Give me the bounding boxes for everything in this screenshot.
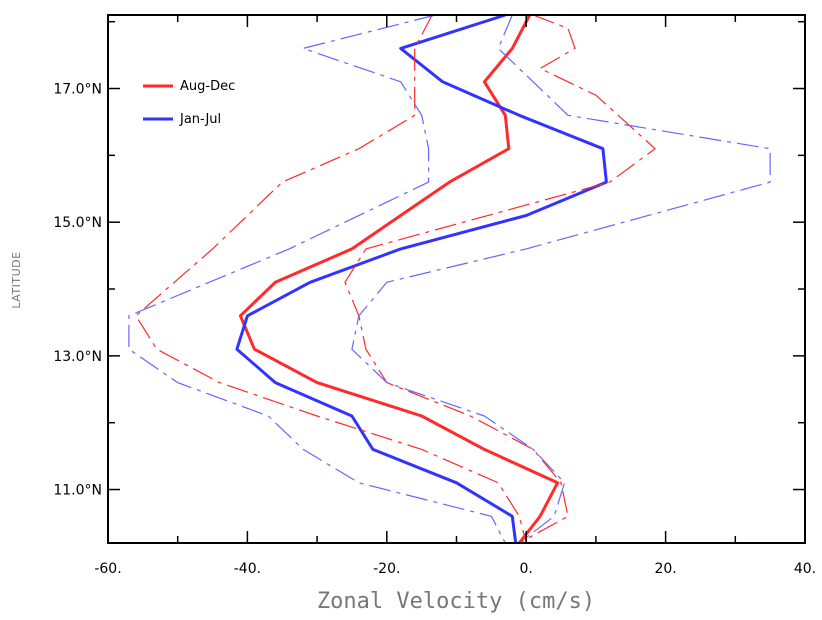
x-tick-label: 40. — [794, 561, 816, 577]
series-jan-jul-line — [235, 13, 608, 544]
series-envelope-3-line — [344, 14, 656, 544]
legend: Aug-Dec Jan-Jul — [143, 79, 235, 127]
legend-label-jan-jul: Jan-Jul — [179, 112, 221, 127]
x-tick-label: -20. — [373, 561, 400, 577]
series-aug-dec-line — [238, 14, 560, 544]
series-envelope-4-line — [128, 14, 506, 544]
series-envelope-2-line — [135, 14, 527, 544]
x-tick-label: 20. — [654, 561, 676, 577]
y-tick-label: 17.0°N — [53, 82, 102, 98]
x-tick-label: -60. — [94, 561, 121, 577]
ticks-layer — [107, 15, 806, 543]
plot-frame — [107, 14, 806, 544]
y-axis-label: LATITUDE — [10, 251, 23, 308]
x-tick-label: -40. — [234, 561, 261, 577]
x-tick-label: 0. — [520, 561, 533, 577]
legend-label-aug-dec: Aug-Dec — [180, 79, 235, 94]
y-tick-label: 15.0°N — [53, 215, 102, 231]
x-axis-label: Zonal Velocity (cm/s) — [317, 589, 595, 614]
y-tick-label: 13.0°N — [53, 349, 102, 365]
y-tick-label: 11.0°N — [53, 483, 102, 499]
series-envelope-5-line — [351, 14, 771, 544]
tick-labels: -60. -40. -20. 0. 20. 40. 11.0°N 13.0°N 15.0°N 17… — [53, 82, 816, 577]
series-layer — [128, 13, 771, 544]
